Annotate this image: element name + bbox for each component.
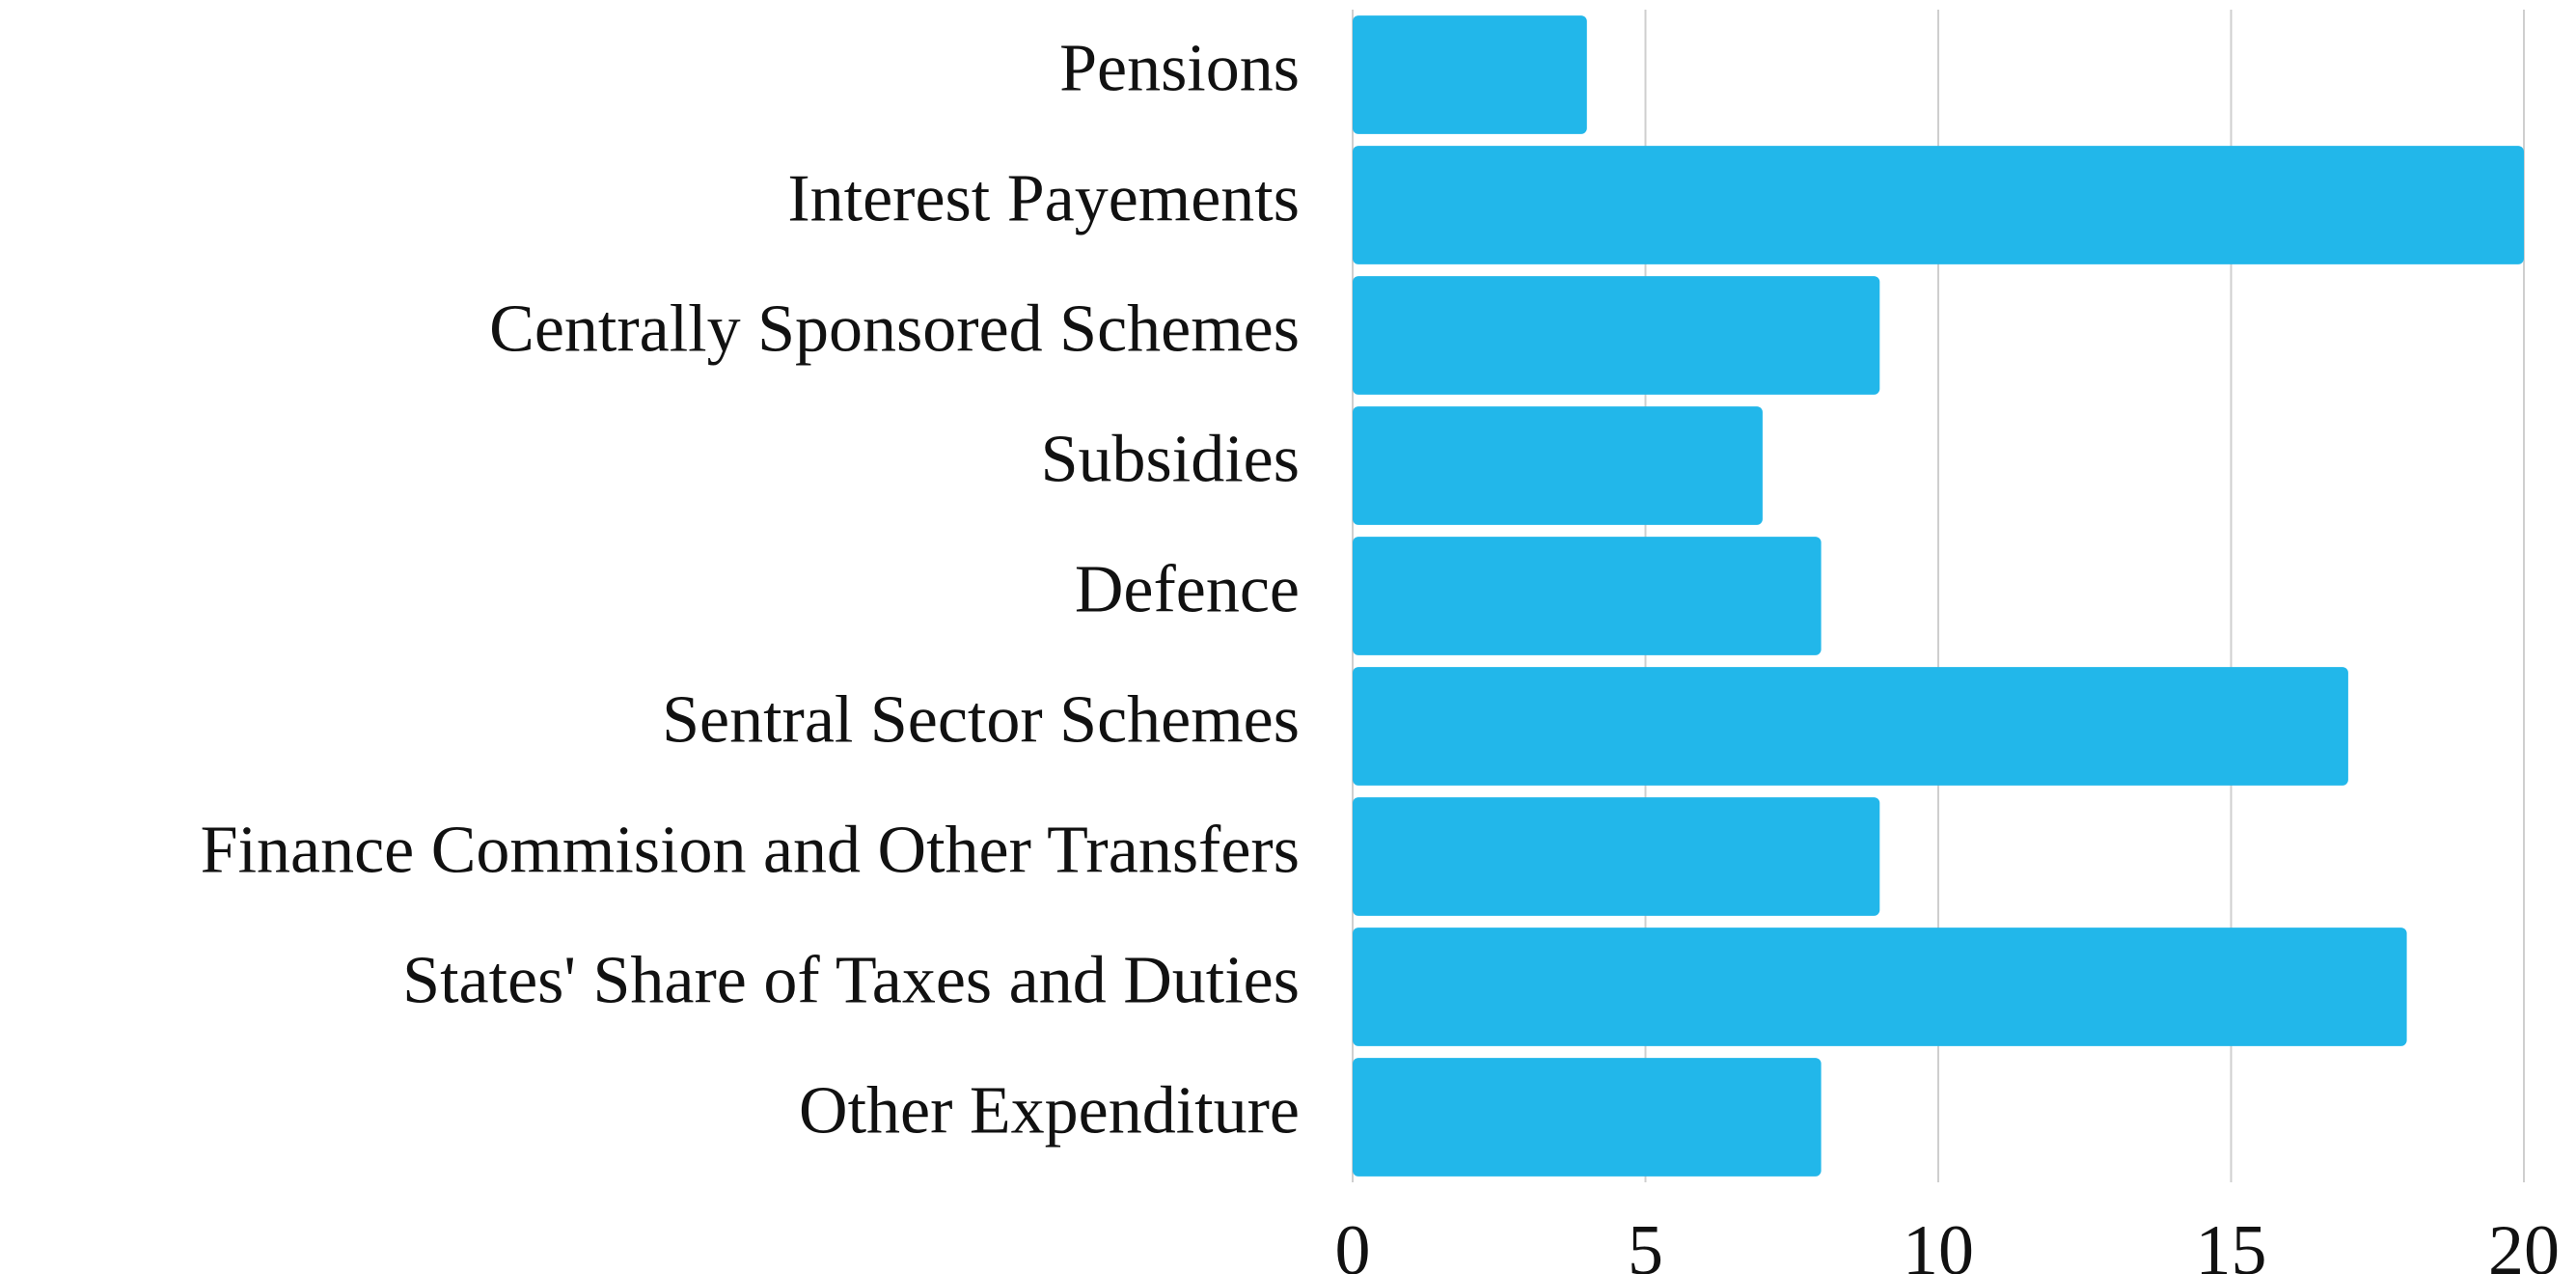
y-tick-label: Interest Payements (787, 162, 1300, 236)
bar (1353, 406, 1763, 525)
x-tick-label: 5 (1628, 1211, 1663, 1274)
bar (1353, 1058, 1822, 1177)
y-tick-label: States' Share of Taxes and Duties (402, 944, 1300, 1018)
bar (1353, 667, 2348, 786)
y-tick-label: Other Expenditure (799, 1074, 1300, 1149)
x-tick-label: 10 (1903, 1211, 1974, 1274)
bar (1353, 146, 2524, 264)
y-tick-label: Finance Commision and Other Transfers (201, 814, 1300, 888)
y-tick-label: Defence (1075, 553, 1300, 627)
y-tick-label: Sentral Sector Schemes (662, 683, 1300, 758)
y-tick-label: Subsidies (1041, 423, 1300, 497)
bar (1353, 276, 1880, 395)
bar (1353, 537, 1822, 655)
y-tick-label: Pensions (1059, 32, 1300, 106)
x-tick-label: 20 (2488, 1211, 2560, 1274)
bar (1353, 15, 1587, 134)
bar (1353, 797, 1880, 916)
x-tick-label: 0 (1335, 1211, 1371, 1274)
y-tick-label: Centrally Sponsored Schemes (489, 292, 1300, 367)
bar (1353, 928, 2407, 1046)
x-tick-label: 15 (2196, 1211, 2267, 1274)
